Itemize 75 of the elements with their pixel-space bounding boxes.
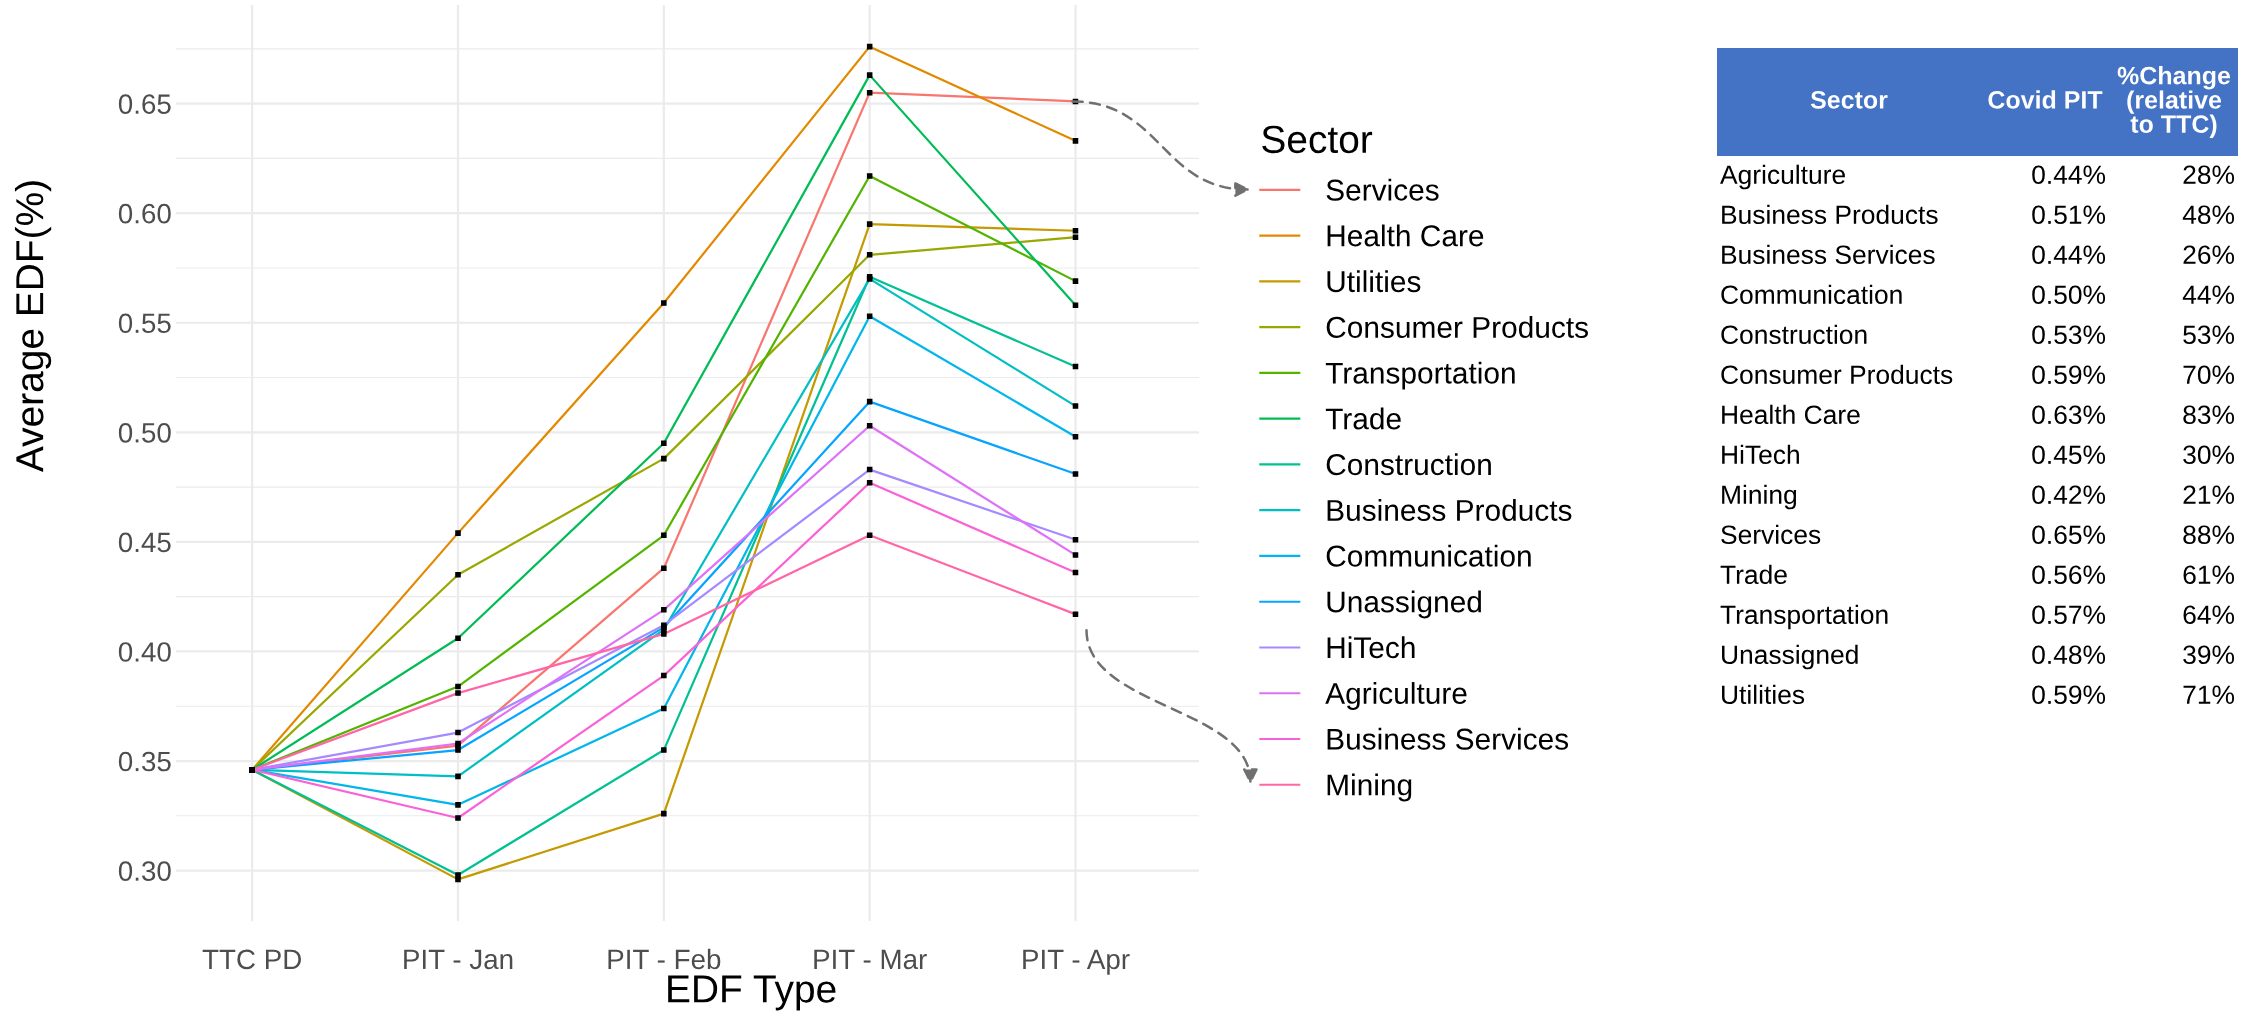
text: 48% <box>2182 205 2235 225</box>
category-label: %Change (relative to TTC) <box>2117 66 2231 138</box>
legend-label: Health Care <box>1327 224 1484 247</box>
category-label: Unassigned <box>1722 644 1858 670</box>
text: 30% <box>2183 445 2235 465</box>
legend-label: HiTech <box>1327 636 1415 659</box>
category-label: Mining <box>1722 484 1797 510</box>
text: 44% <box>2182 285 2235 304</box>
text: 0.57% <box>2032 605 2106 625</box>
text: 0.63% <box>2032 405 2106 425</box>
y-tick-label: 0.55 <box>118 313 171 334</box>
text: 0.44% <box>2032 245 2106 265</box>
category-label: Utilities <box>1722 684 1805 705</box>
text: 0.59% <box>2032 685 2106 705</box>
text: 26% <box>2183 245 2235 265</box>
category-label: Covid PIT <box>1988 90 2103 109</box>
category-label: Sector <box>1810 91 1888 109</box>
y-tick-label: 0.35 <box>118 751 171 772</box>
category-label: Health Care <box>1722 404 1860 425</box>
category-label: Business Products <box>1722 204 1938 225</box>
category-label: Business Services <box>1722 244 1935 265</box>
text: 0.56% <box>2032 565 2106 585</box>
legend-label: Services <box>1326 178 1439 201</box>
x-tick-label: PIT - Apr <box>1023 949 1130 975</box>
text: 0.48% <box>2032 645 2106 665</box>
text: 53% <box>2183 325 2235 345</box>
legend-label: Business Services <box>1327 727 1569 750</box>
x-tick-label: PIT - Jan <box>404 949 513 970</box>
text: 28% <box>2183 165 2235 185</box>
y-tick-label: 0.45 <box>118 532 171 553</box>
y-tick-label: 0.40 <box>118 642 171 662</box>
y-axis-title: Average EDF(%) <box>14 181 52 473</box>
legend-label: Construction <box>1326 453 1491 476</box>
text: 88% <box>2183 525 2235 545</box>
text: 61% <box>2183 565 2235 585</box>
x-tick-label: TTC PD <box>202 949 301 970</box>
text: 0.65% <box>2032 525 2106 545</box>
legend-label: Communication <box>1326 544 1531 567</box>
text: 0.51% <box>2032 205 2106 225</box>
text: 64% <box>2183 605 2235 625</box>
y-tick-label: 0.30 <box>118 861 171 881</box>
text: 39% <box>2183 645 2235 665</box>
category-label: Agriculture <box>1720 164 1845 190</box>
text: 0.59% <box>2032 365 2106 385</box>
text: 0.44% <box>2032 165 2106 185</box>
legend-label: Business Products <box>1327 499 1572 521</box>
text: 71% <box>2183 685 2235 704</box>
legend-label: Utilities <box>1327 270 1421 293</box>
text: 0.53% <box>2032 325 2106 345</box>
text: 83% <box>2183 405 2235 425</box>
y-tick-label: 0.60 <box>118 203 171 224</box>
x-tick-label: PIT - Feb <box>608 948 721 970</box>
legend-label: Consumer Products <box>1326 316 1588 338</box>
category-label: Construction <box>1721 324 1867 345</box>
text: 0.45% <box>2032 445 2106 465</box>
legend-label: Trade <box>1325 407 1401 430</box>
legend-label: Agriculture <box>1325 682 1467 710</box>
category-label: HiTech <box>1722 444 1799 465</box>
legend-title: Sector <box>1262 125 1373 154</box>
text: 0.42% <box>2032 485 2106 505</box>
category-label: Trade <box>1720 564 1787 585</box>
y-tick-label: 0.65 <box>118 94 171 114</box>
x-axis-title: EDF Type <box>668 975 836 1011</box>
legend-label: Transportation <box>1325 361 1515 390</box>
text: 70% <box>2183 365 2235 385</box>
category-label: Consumer Products <box>1721 364 1953 385</box>
text: 21% <box>2183 485 2235 504</box>
legend-label: Unassigned <box>1327 590 1481 619</box>
x-tick-label: PIT - Mar <box>814 949 927 970</box>
category-label: Communication <box>1721 284 1902 305</box>
legend-label: Mining <box>1327 773 1412 802</box>
y-tick-label: 0.50 <box>118 422 171 443</box>
text: 0.50% <box>2032 285 2106 305</box>
category-label: Services <box>1721 524 1821 545</box>
category-label: Transportation <box>1720 604 1888 630</box>
